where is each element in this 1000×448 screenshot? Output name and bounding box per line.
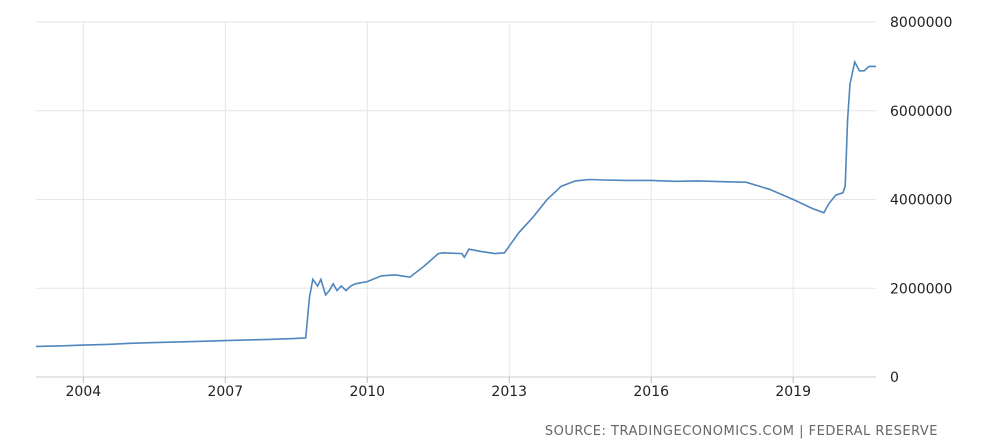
y-tick-label: 8000000: [890, 15, 952, 31]
grid-lines: [36, 21, 876, 377]
y-tick-label: 6000000: [890, 104, 952, 120]
series-line: [35, 59, 876, 348]
y-tick-label: 2000000: [890, 281, 952, 297]
y-tick-label: 4000000: [890, 193, 952, 209]
x-axis: 2004 2007 2010 2013 2016 2019: [36, 376, 876, 400]
x-tick-label: 2013: [491, 384, 527, 400]
y-tick-label: 0: [890, 370, 899, 386]
x-tick-label: 2016: [633, 384, 669, 400]
y-axis: 0 2000000 4000000 6000000 8000000: [890, 15, 952, 386]
x-tick-label: 2010: [349, 384, 385, 400]
x-tick-label: 2004: [66, 384, 102, 400]
x-tick-label: 2019: [775, 384, 811, 400]
x-tick-label: 2007: [207, 384, 243, 400]
source-label: SOURCE: TRADINGECONOMICS.COM | FEDERAL R…: [544, 424, 938, 439]
